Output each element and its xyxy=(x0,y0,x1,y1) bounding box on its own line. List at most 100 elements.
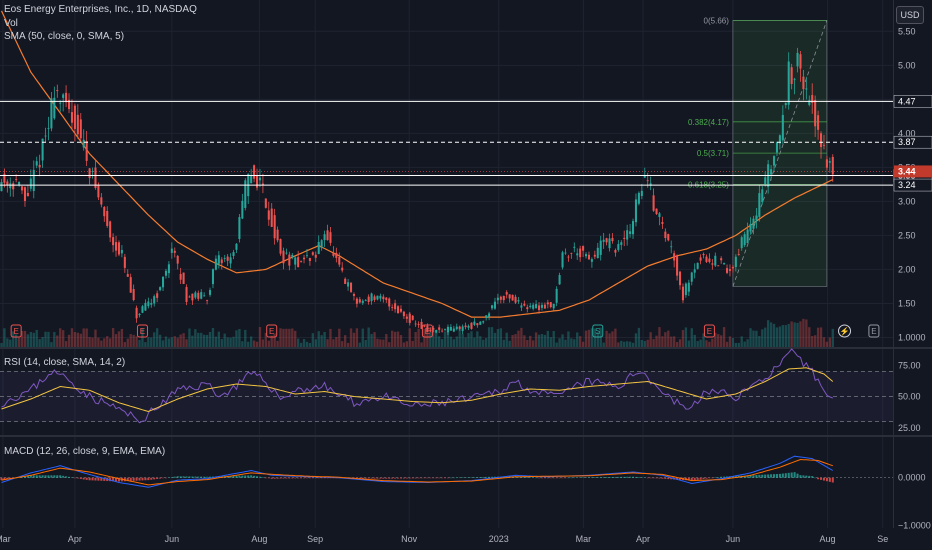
volume-bar xyxy=(499,328,503,347)
macd-histogram-bar xyxy=(44,475,47,478)
candle-body xyxy=(217,255,220,264)
macd-histogram-bar xyxy=(564,477,567,479)
candle-body xyxy=(150,302,153,305)
macd-histogram-bar xyxy=(291,477,294,479)
candle-body xyxy=(308,257,311,261)
volume-bar xyxy=(778,326,782,347)
candle-body xyxy=(344,278,347,284)
candle-body xyxy=(502,296,505,301)
volume-bar xyxy=(200,332,203,347)
candle-body xyxy=(317,241,320,255)
macd-histogram-bar xyxy=(185,476,188,478)
volume-bar xyxy=(64,341,68,347)
candle-body xyxy=(209,290,212,295)
macd-histogram-bar xyxy=(250,475,253,478)
volume-bar xyxy=(179,334,182,347)
candle-body xyxy=(523,303,526,306)
macd-histogram-bar xyxy=(538,477,541,479)
candle-body xyxy=(382,296,385,300)
macd-histogram-bar xyxy=(432,477,435,479)
volume-bar xyxy=(784,325,787,347)
volume-bar xyxy=(508,340,511,347)
volume-bar xyxy=(496,329,500,347)
macd-histogram-bar xyxy=(714,477,717,479)
volume-bar xyxy=(150,337,153,347)
volume-bar xyxy=(614,328,617,347)
volume-bar xyxy=(719,335,723,347)
volume-bar xyxy=(746,339,749,347)
macd-histogram-bar xyxy=(446,477,449,479)
macd-histogram-bar xyxy=(796,473,799,478)
vol-legend[interactable]: Vol xyxy=(4,18,18,29)
candle-body xyxy=(728,269,731,271)
macd-histogram-bar xyxy=(532,477,535,478)
macd-histogram-bar xyxy=(555,477,558,479)
candle-body xyxy=(12,183,15,190)
macd-histogram-bar xyxy=(82,477,85,480)
candle-body xyxy=(26,192,29,197)
candle-body xyxy=(473,321,476,325)
volume-bar xyxy=(88,337,91,347)
volume-bar xyxy=(620,340,623,347)
candle-body xyxy=(770,169,773,175)
candle-body xyxy=(238,217,241,239)
macd-histogram-bar xyxy=(711,477,714,479)
macd-histogram-bar xyxy=(817,477,820,480)
candle-body xyxy=(535,304,538,309)
candle-body xyxy=(508,294,511,299)
candle-body xyxy=(708,258,711,262)
macd-histogram-bar xyxy=(461,477,464,478)
macd-histogram-bar xyxy=(602,477,605,478)
volume-bar xyxy=(476,331,479,347)
candle-body xyxy=(417,323,420,325)
macd-histogram-bar xyxy=(297,477,300,479)
volume-bar xyxy=(432,327,435,347)
candle-body xyxy=(652,195,655,211)
macd-histogram-bar xyxy=(746,475,749,478)
macd-histogram-bar xyxy=(97,477,100,481)
sma-legend[interactable]: SMA (50, close, 0, SMA, 5) xyxy=(4,31,125,42)
macd-histogram-bar xyxy=(164,477,167,479)
macd-histogram-bar xyxy=(135,477,138,481)
candle-body xyxy=(720,258,723,261)
macd-histogram-bar xyxy=(596,477,599,478)
macd-histogram-bar xyxy=(91,477,94,481)
volume-bar xyxy=(749,328,752,347)
candle-body xyxy=(388,298,391,307)
candle-body xyxy=(91,170,94,172)
volume-bar xyxy=(772,323,776,347)
volume-bar xyxy=(100,340,103,347)
macd-histogram-bar xyxy=(655,477,658,479)
candle-body xyxy=(94,167,97,188)
candle-body xyxy=(561,252,564,268)
candle-body xyxy=(288,254,291,266)
volume-bar xyxy=(314,339,317,347)
macd-histogram-bar xyxy=(540,477,543,479)
volume-bar xyxy=(570,338,573,347)
currency-button[interactable]: USD xyxy=(896,6,924,24)
macd-histogram-bar xyxy=(778,473,781,478)
volume-bar xyxy=(367,327,370,347)
candle-body xyxy=(699,257,702,261)
macd-histogram-bar xyxy=(552,477,555,479)
macd-histogram-bar xyxy=(209,476,212,478)
candle-body xyxy=(376,295,379,300)
candle-body xyxy=(156,293,159,298)
rsi-legend[interactable]: RSI (14, close, SMA, 14, 2) xyxy=(4,357,126,368)
candle-body xyxy=(731,266,734,269)
volume-bar xyxy=(408,328,411,347)
volume-bar xyxy=(631,342,635,347)
macd-histogram-bar xyxy=(150,477,153,480)
macd-histogram-bar xyxy=(126,477,129,482)
x-tick-label: Mar xyxy=(576,534,592,544)
volume-bar xyxy=(470,331,473,347)
candle-body xyxy=(206,300,209,302)
candle-body xyxy=(702,254,705,256)
candle-body xyxy=(62,94,65,98)
candle-body xyxy=(432,328,435,330)
candle-body xyxy=(264,198,267,208)
last-price-badge xyxy=(894,165,932,178)
rsi-tick-label: 75.00 xyxy=(898,360,921,370)
macd-legend[interactable]: MACD (12, 26, close, 9, EMA, EMA) xyxy=(4,446,166,457)
